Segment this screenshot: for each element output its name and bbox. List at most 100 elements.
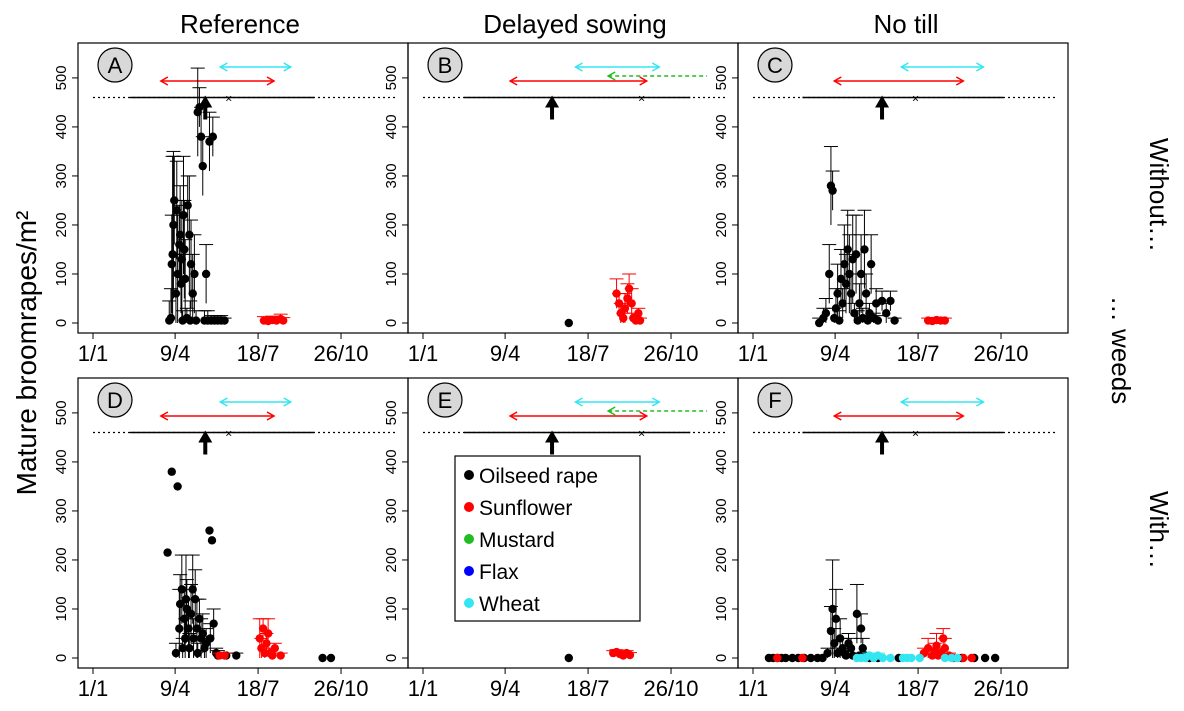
panel-badge (97, 47, 133, 83)
span-arrow-right-head (651, 397, 661, 407)
data-point (634, 308, 643, 318)
harvest-cross: × (912, 427, 919, 441)
plot-frame (77, 377, 409, 669)
data-point (959, 653, 968, 663)
data-point (198, 629, 207, 638)
y-tick-label: 200 (53, 212, 70, 237)
span-arrow-left-head (573, 62, 583, 72)
span-arrow-left-head (218, 397, 228, 407)
panel-badge (757, 47, 793, 83)
legend-box (454, 455, 641, 622)
y-tick-label: 500 (383, 400, 400, 425)
x-tick-label: 1/1 (408, 676, 439, 701)
y-axis-label: Mature broomrapes/m² (11, 211, 42, 496)
data-point (167, 259, 176, 269)
data-point (279, 316, 288, 325)
data-point (846, 289, 856, 298)
x-tick-label: 1/1 (738, 341, 769, 366)
column-title-no-till: No till (873, 9, 938, 39)
y-tick-label: 200 (713, 212, 730, 237)
data-point (828, 604, 837, 614)
y-tick-label: 200 (383, 547, 400, 572)
data-point (625, 650, 635, 660)
panel-badge (427, 47, 463, 83)
row-label-without: Without… (1144, 138, 1174, 252)
y-tick-label: 100 (713, 261, 730, 286)
data-point (171, 289, 181, 298)
legend-label-oilseed-rape: Oilseed rape (479, 465, 598, 488)
data-point (806, 653, 816, 663)
span-arrow-right-head (266, 411, 276, 421)
y-tick-label: 500 (53, 400, 70, 425)
x-tick-label: 9/4 (820, 341, 851, 366)
y-tick-label: 0 (383, 654, 400, 662)
span-arrow-left-head (832, 411, 842, 421)
y-tick-label: 300 (383, 163, 400, 188)
x-tick-label: 1/1 (78, 676, 109, 701)
span-arrow-left-head (508, 76, 518, 86)
data-point (851, 250, 861, 259)
data-point (169, 220, 178, 230)
span-arrow-left-head (899, 62, 909, 72)
data-point (835, 316, 844, 325)
y-tick-label: 300 (713, 498, 730, 523)
data-point (185, 643, 194, 653)
span-arrow-left-head (159, 76, 169, 86)
y-tick-label: 200 (53, 547, 70, 572)
x-tick-label: 18/7 (897, 341, 940, 366)
data-point (886, 653, 895, 663)
data-point (564, 318, 573, 328)
panel-a: 0 100 200 300 400 500 1/1 9/4 18/7 26/10 × A (53, 42, 409, 366)
legend-label-sunflower: Sunflower (479, 497, 572, 520)
x-tick-label: 1/1 (78, 341, 109, 366)
span-arrow-left-head (508, 411, 518, 421)
x-tick-label: 26/10 (973, 676, 1028, 701)
y-tick-label: 300 (53, 163, 70, 188)
panel-badge (757, 382, 793, 418)
data-point (828, 186, 837, 195)
panel-letter: A (108, 53, 123, 78)
y-tick-label: 0 (53, 654, 70, 662)
data-point (627, 299, 636, 308)
data-point (915, 653, 924, 663)
x-tick-label: 26/10 (313, 341, 368, 366)
span-arrow-left-head (573, 397, 583, 407)
y-tick-label: 400 (713, 114, 730, 139)
y-tick-label: 100 (383, 596, 400, 621)
panel-letter: D (107, 388, 123, 413)
data-point (890, 316, 899, 325)
sowing-arrow-head (545, 430, 560, 443)
data-point (833, 289, 842, 298)
data-point (846, 643, 856, 653)
y-tick-label: 400 (713, 449, 730, 474)
legend-marker-flax (464, 566, 474, 576)
span-arrow-left-head (899, 397, 909, 407)
harvest-cross: × (638, 92, 645, 106)
y-tick-label: 0 (383, 319, 400, 327)
plot-frame (77, 42, 409, 334)
column-title-delayed-sowing: Delayed sowing (483, 9, 667, 39)
data-point (907, 653, 916, 663)
panel-badge (427, 382, 463, 418)
data-point (208, 132, 218, 141)
panel-f: 0 100 200 300 400 500 1/1 9/4 18/7 26/10 × F (713, 377, 1069, 701)
x-tick-label: 9/4 (160, 676, 191, 701)
span-arrow-right-head (955, 411, 965, 421)
y-tick-label: 100 (53, 596, 70, 621)
data-point (825, 269, 834, 279)
data-point (773, 653, 782, 663)
data-point (198, 161, 207, 171)
plot-frame (407, 42, 739, 334)
panel-c: 0 100 200 300 400 500 1/1 9/4 18/7 26/10 × C (713, 42, 1069, 366)
legend-label-wheat: Wheat (479, 593, 540, 616)
y-tick-label: 400 (53, 114, 70, 139)
data-point (326, 653, 336, 663)
panel-d: 0 100 200 300 400 500 1/1 9/4 18/7 26/10 × D (53, 377, 409, 701)
data-point (781, 653, 790, 663)
span-arrow-left-head (606, 406, 616, 416)
data-point (180, 274, 190, 284)
data-point (270, 643, 280, 653)
span-arrow-right-head (976, 397, 985, 407)
y-tick-label: 500 (713, 400, 730, 425)
